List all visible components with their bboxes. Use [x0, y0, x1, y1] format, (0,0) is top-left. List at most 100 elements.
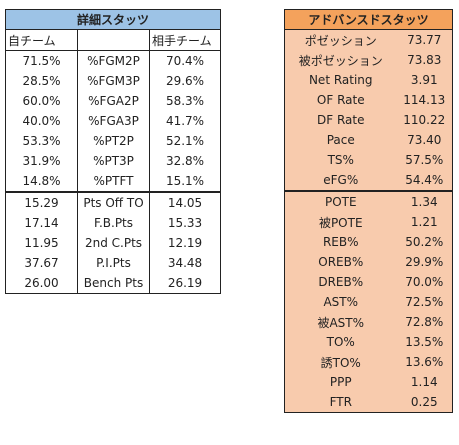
stat-name-header	[77, 29, 150, 51]
advanced-row: Pace 73.40	[284, 130, 453, 150]
own-team-header: 自チーム	[5, 29, 78, 51]
advanced-stat-value: 13.5%	[396, 332, 453, 352]
advanced-stat-name: OF Rate	[284, 90, 397, 110]
detail-row: 31.9% %PT3P 32.8%	[5, 151, 222, 171]
advanced-stat-value: 29.9%	[396, 252, 453, 272]
own-value: 14.8%	[5, 171, 78, 192]
advanced-header-row: アドバンスドスタッツ	[284, 9, 453, 30]
advanced-stat-name: 誘TO%	[284, 352, 397, 372]
advanced-row: PPP 1.14	[284, 372, 453, 392]
advanced-stat-value: 13.6%	[396, 352, 453, 372]
detail-row: 40.0% %FGA3P 41.7%	[5, 111, 222, 131]
own-value: 15.29	[5, 191, 78, 213]
advanced-stat-name: eFG%	[284, 170, 397, 191]
detail-row: 11.95 2nd C.Pts 12.19	[5, 233, 222, 253]
advanced-stat-value: 1.34	[396, 190, 453, 212]
advanced-row: ポゼッション 73.77	[284, 29, 453, 50]
advanced-stat-name: DREB%	[284, 272, 397, 292]
detail-stats-table: 詳細スタッツ 自チーム 相手チーム 71.5% %FGM2P 70.4% 28.5%%…	[4, 9, 222, 294]
stat-name: Bench Pts	[77, 273, 150, 294]
advanced-stat-value: 0.25	[396, 392, 453, 413]
detail-row: 28.5% %FGM3P 29.6%	[5, 71, 222, 91]
own-value: 71.5%	[5, 50, 78, 71]
advanced-row: OREB% 29.9%	[284, 252, 453, 272]
opponent-value: 14.05	[148, 191, 222, 213]
advanced-row: DREB% 70.0%	[284, 272, 453, 292]
detail-row: 14.8% %PTFT 15.1%	[5, 171, 222, 192]
opponent-value: 70.4%	[148, 50, 222, 71]
detail-row: 60.0% %FGA2P 58.3%	[5, 91, 222, 111]
stat-name: %FGM3P	[77, 71, 150, 91]
advanced-stat-value: 54.4%	[396, 170, 453, 191]
own-value: 37.67	[5, 253, 78, 273]
advanced-stat-value: 73.77	[396, 29, 453, 50]
advanced-stat-name: TS%	[284, 150, 397, 170]
advanced-row: 被AST% 72.8%	[284, 312, 453, 332]
opponent-value: 15.1%	[148, 171, 222, 192]
advanced-stat-name: Pace	[284, 130, 397, 150]
advanced-stat-name: 被ポゼッション	[284, 50, 397, 70]
own-value: 26.00	[5, 273, 78, 294]
opponent-value: 12.19	[148, 233, 222, 253]
detail-row: 53.3% %PT2P 52.1%	[5, 131, 222, 151]
advanced-title: アドバンスドスタッツ	[284, 9, 453, 30]
opponent-value: 34.48	[148, 253, 222, 273]
advanced-stat-value: 72.5%	[396, 292, 453, 312]
own-value: 11.95	[5, 233, 78, 253]
stat-name: 2nd C.Pts	[77, 233, 150, 253]
stat-name: %FGA3P	[77, 111, 150, 131]
advanced-row: AST% 72.5%	[284, 292, 453, 312]
detail-row: 71.5% %FGM2P 70.4%	[5, 50, 222, 71]
advanced-stat-name: DF Rate	[284, 110, 397, 130]
advanced-stat-value: 72.8%	[396, 312, 453, 332]
detail-column-header-row: 自チーム 相手チーム	[5, 29, 222, 51]
detail-row: 15.29 Pts Off TO 14.05	[5, 191, 222, 213]
stat-name: %PT2P	[77, 131, 150, 151]
advanced-stat-name: OREB%	[284, 252, 397, 272]
own-value: 40.0%	[5, 111, 78, 131]
own-value: 28.5%	[5, 71, 78, 91]
advanced-row: DF Rate 110.22	[284, 110, 453, 130]
advanced-stat-name: PPP	[284, 372, 397, 392]
detail-row: 17.14 F.B.Pts 15.33	[5, 213, 222, 233]
opponent-team-header: 相手チーム	[148, 29, 222, 51]
opponent-value: 32.8%	[148, 151, 222, 171]
opponent-value: 52.1%	[148, 131, 222, 151]
advanced-stat-value: 1.21	[396, 212, 453, 232]
stat-name: F.B.Pts	[77, 213, 150, 233]
own-value: 17.14	[5, 213, 78, 233]
opponent-value: 26.19	[148, 273, 222, 294]
advanced-stat-name: 被POTE	[284, 212, 397, 232]
advanced-row: FTR 0.25	[284, 392, 453, 413]
stat-name: Pts Off TO	[77, 191, 150, 213]
advanced-stat-value: 1.14	[396, 372, 453, 392]
advanced-stat-value: 70.0%	[396, 272, 453, 292]
advanced-stat-value: 73.83	[396, 50, 453, 70]
advanced-row: 被ポゼッション 73.83	[284, 50, 453, 70]
advanced-row: 誘TO% 13.6%	[284, 352, 453, 372]
advanced-stat-value: 3.91	[396, 70, 453, 90]
opponent-value: 15.33	[148, 213, 222, 233]
advanced-row: POTE 1.34	[284, 190, 453, 212]
advanced-stat-value: 73.40	[396, 130, 453, 150]
advanced-stat-name: REB%	[284, 232, 397, 252]
own-value: 53.3%	[5, 131, 78, 151]
detail-header-row: 詳細スタッツ	[4, 9, 222, 30]
own-value: 60.0%	[5, 91, 78, 111]
opponent-value: 58.3%	[148, 91, 222, 111]
advanced-stat-name: Net Rating	[284, 70, 397, 90]
advanced-row: eFG% 54.4%	[284, 170, 453, 191]
detail-row: 37.67 P.I.Pts 34.48	[5, 253, 222, 273]
advanced-row: 被POTE 1.21	[284, 212, 453, 232]
advanced-stats-table: アドバンスドスタッツ ポゼッション 73.77 被ポゼッション 73.83 Net Ra…	[284, 9, 453, 413]
stat-name: %FGA2P	[77, 91, 150, 111]
advanced-stat-value: 57.5%	[396, 150, 453, 170]
own-value: 31.9%	[5, 151, 78, 171]
advanced-stat-value: 114.13	[396, 90, 453, 110]
advanced-row: TS% 57.5%	[284, 150, 453, 170]
advanced-row: TO% 13.5%	[284, 332, 453, 352]
advanced-stat-name: POTE	[284, 190, 397, 212]
advanced-stat-name: ポゼッション	[284, 29, 397, 50]
detail-row: 26.00 Bench Pts 26.19	[5, 273, 222, 294]
stat-name: P.I.Pts	[77, 253, 150, 273]
